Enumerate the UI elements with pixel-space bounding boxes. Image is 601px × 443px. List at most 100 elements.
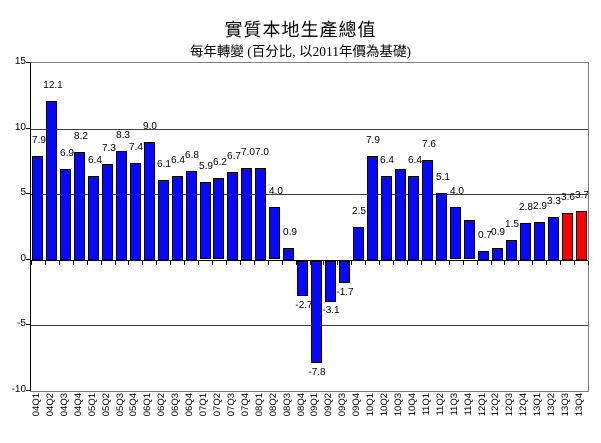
bar-value-label-09Q1: -7.8 <box>308 367 326 378</box>
bar-05Q2 <box>102 164 113 260</box>
bar-04Q1 <box>32 156 43 260</box>
bar-11Q2 <box>436 193 447 260</box>
bar-value-label-06Q1: 9.0 <box>143 121 157 132</box>
category-tick <box>73 261 74 265</box>
category-tick <box>337 261 338 265</box>
category-axis-label-05Q2: 05Q2 <box>101 393 112 417</box>
value-axis-tick <box>26 193 30 194</box>
category-axis-label-06Q1: 06Q1 <box>142 393 153 417</box>
category-tick <box>268 261 269 265</box>
bar-value-label-13Q4: 3.7 <box>575 190 589 201</box>
category-axis-label-05Q3: 05Q3 <box>115 393 126 417</box>
bar-08Q4 <box>297 261 308 296</box>
value-axis-label--5: -5 <box>17 318 26 329</box>
category-axis-label-11Q3: 11Q3 <box>449 393 460 416</box>
category-axis-label-13Q4: 13Q4 <box>574 393 585 417</box>
category-axis-label-07Q1: 07Q1 <box>198 393 209 417</box>
gridline--5 <box>31 325 588 326</box>
plot-area <box>30 62 589 392</box>
bar-value-label-07Q1: 5.9 <box>199 161 213 172</box>
bar-12Q1 <box>478 251 489 260</box>
category-axis-label-13Q2: 13Q2 <box>546 393 557 417</box>
value-axis-tick <box>26 259 30 260</box>
chart-subtitle: 每年轉變 (百分比, 以2011年價為基礎) <box>189 44 412 59</box>
category-tick <box>546 261 547 265</box>
category-tick <box>87 261 88 265</box>
category-tick <box>435 261 436 265</box>
category-axis-label-08Q3: 08Q3 <box>282 393 293 417</box>
category-axis-label-07Q3: 07Q3 <box>226 393 237 417</box>
bar-value-label-07Q4: 7.0 <box>241 147 255 158</box>
bar-08Q3 <box>283 248 294 260</box>
category-tick <box>588 261 589 265</box>
bar-13Q1 <box>534 222 545 260</box>
category-axis-line <box>31 260 588 261</box>
bar-value-label-08Q3: 0.9 <box>283 227 297 238</box>
bar-10Q3 <box>395 169 406 260</box>
value-axis-line <box>30 62 31 391</box>
bar-09Q1 <box>311 261 322 363</box>
category-axis-label-11Q4: 11Q4 <box>463 393 474 416</box>
bar-value-label-09Q2: -3.1 <box>322 305 340 316</box>
bar-12Q2 <box>492 248 503 260</box>
category-axis-label-07Q2: 07Q2 <box>212 393 223 417</box>
category-axis-label-11Q1: 11Q1 <box>421 393 432 416</box>
category-axis-label-04Q3: 04Q3 <box>59 393 70 417</box>
bar-05Q4 <box>130 163 141 260</box>
bar-value-label-10Q4: 6.4 <box>408 155 422 166</box>
bar-value-label-09Q3: -1.7 <box>336 287 354 298</box>
category-axis-label-04Q1: 04Q1 <box>31 393 42 417</box>
bar-value-label-05Q3: 8.3 <box>116 130 130 141</box>
category-axis-label-10Q4: 10Q4 <box>407 393 418 417</box>
category-tick <box>407 261 408 265</box>
bar-11Q4 <box>464 220 475 259</box>
category-axis-label-12Q1: 12Q1 <box>477 393 488 417</box>
bar-value-label-06Q4: 6.8 <box>185 150 199 161</box>
chart-title: 實質本地生產總值 <box>224 20 377 40</box>
category-tick <box>560 261 561 265</box>
category-axis-label-09Q1: 09Q1 <box>309 393 320 417</box>
bar-08Q1 <box>255 168 266 260</box>
bar-07Q3 <box>227 172 238 260</box>
category-tick <box>296 261 297 265</box>
bar-04Q4 <box>74 152 85 260</box>
bar-06Q2 <box>158 180 169 260</box>
bar-06Q4 <box>186 171 197 260</box>
bar-value-label-04Q4: 8.2 <box>74 131 88 142</box>
bar-13Q3 <box>562 213 573 260</box>
bar-10Q2 <box>381 176 392 260</box>
category-tick <box>31 261 32 265</box>
bar-value-label-10Q1: 7.9 <box>366 135 380 146</box>
category-axis-label-05Q4: 05Q4 <box>128 393 139 417</box>
bar-value-label-05Q2: 7.3 <box>102 143 116 154</box>
bar-07Q1 <box>200 182 211 259</box>
bar-value-label-05Q4: 7.4 <box>129 142 143 153</box>
bar-value-label-04Q1: 7.9 <box>32 135 46 146</box>
category-tick <box>449 261 450 265</box>
bar-10Q1 <box>367 156 378 260</box>
bar-11Q1 <box>422 160 433 260</box>
value-axis-tick <box>26 128 30 129</box>
gridline-5 <box>31 194 588 195</box>
category-tick <box>282 261 283 265</box>
category-axis-label-12Q4: 12Q4 <box>518 393 529 417</box>
category-axis-label-12Q3: 12Q3 <box>504 393 515 417</box>
category-tick <box>532 261 533 265</box>
bar-value-label-06Q3: 6.4 <box>171 155 185 166</box>
bar-05Q1 <box>88 176 99 260</box>
bar-05Q3 <box>116 151 127 260</box>
bar-value-label-07Q2: 6.2 <box>213 157 227 168</box>
bar-06Q1 <box>144 142 155 260</box>
category-tick <box>491 261 492 265</box>
bar-value-label-08Q1: 7.0 <box>255 147 269 158</box>
category-axis-label-10Q1: 10Q1 <box>365 393 376 417</box>
category-axis-label-07Q4: 07Q4 <box>240 393 251 417</box>
bar-11Q3 <box>450 207 461 259</box>
bar-value-label-04Q2: 12.1 <box>43 80 63 91</box>
category-tick <box>156 261 157 265</box>
bar-value-label-08Q4: -2.7 <box>295 300 313 311</box>
bar-value-label-13Q1: 2.9 <box>533 201 547 212</box>
category-tick <box>463 261 464 265</box>
category-tick <box>142 261 143 265</box>
bar-value-label-08Q2: 4.0 <box>269 186 283 197</box>
